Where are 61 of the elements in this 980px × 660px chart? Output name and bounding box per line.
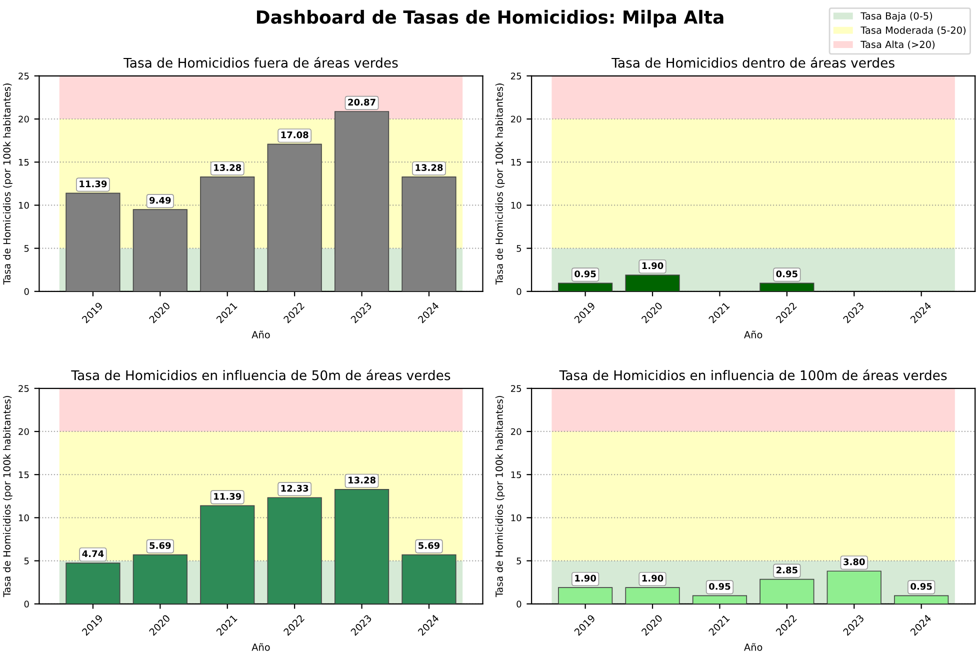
x-axis-title: Año	[252, 330, 270, 338]
y-tick-label: 0	[516, 288, 522, 295]
y-tick-label: 25	[510, 72, 522, 80]
y-tick-label: 5	[24, 558, 29, 564]
data-label: 0.95	[910, 582, 932, 590]
data-label: 3.80	[844, 558, 865, 566]
y-tick-label: 20	[18, 428, 29, 436]
y-tick-label: 15	[18, 471, 29, 478]
data-label: 1.90	[575, 574, 596, 582]
y-tick-label: 25	[510, 385, 522, 392]
data-label: 11.39	[214, 492, 242, 500]
data-label: 13.28	[348, 476, 376, 484]
x-axis-title: Año	[744, 643, 762, 651]
data-label: 5.69	[150, 542, 171, 549]
chart-title: Tasa de Homicidios fuera de áreas verdes	[123, 57, 398, 68]
legend-label: Tasa Alta (>20)	[860, 40, 935, 50]
y-tick-label: 10	[511, 514, 522, 522]
y-tick-label: 20	[510, 116, 522, 123]
y-tick-label: 15	[18, 158, 29, 166]
y-tick-label: 5	[516, 558, 522, 564]
data-label: 20.87	[348, 98, 376, 106]
data-label: 5.69	[418, 542, 440, 549]
y-axis-title: Tasa de Homicidios (por 100k habitantes)	[3, 396, 12, 598]
y-axis-title: Tasa de Homicidios (por 100k habitantes)	[3, 84, 12, 285]
legend-label: Tasa Baja (0-5)	[860, 12, 932, 22]
data-label: 12.33	[281, 484, 308, 492]
data-label: 1.90	[642, 574, 664, 582]
y-tick-label: 20	[510, 428, 522, 436]
data-label: 4.74	[82, 550, 104, 557]
y-tick-label: 0	[24, 600, 29, 608]
y-tick-label: 5	[24, 245, 29, 252]
y-axis-title: Tasa de Homicidios (por 100k habitantes)	[495, 396, 505, 598]
data-label: 13.28	[214, 164, 242, 172]
y-tick-label: 0	[24, 288, 29, 295]
data-label: 0.95	[709, 582, 730, 590]
y-tick-label: 10	[18, 202, 29, 209]
data-label: 0.95	[776, 270, 798, 278]
y-tick-label: 20	[18, 116, 29, 123]
y-tick-label: 15	[511, 471, 522, 478]
data-label: 17.08	[281, 131, 308, 138]
data-label: 0.95	[574, 270, 596, 278]
legend-label: Tasa Moderada (5-20)	[860, 26, 966, 35]
data-label: 1.90	[642, 262, 664, 270]
x-axis-title: Año	[744, 330, 762, 338]
y-tick-label: 10	[18, 514, 29, 522]
y-axis-title: Tasa de Homicidios (por 100k habitantes)	[495, 84, 505, 285]
y-tick-label: 15	[511, 158, 522, 166]
data-label: 11.39	[80, 180, 107, 188]
data-label: 2.85	[776, 566, 798, 574]
data-label: 9.49	[150, 196, 171, 204]
chart-title: Tasa de Homicidios en influencia de 50m de áreas verdes	[71, 370, 450, 380]
y-tick-label: 10	[511, 202, 522, 209]
text: Dashboard de Tasas de Homicidios: Milpa Alta	[256, 10, 724, 28]
y-tick-label: 5	[516, 245, 522, 252]
data-label: 13.28	[416, 164, 443, 172]
y-tick-label: 25	[18, 385, 29, 392]
y-tick-label: 25	[18, 72, 29, 80]
chart-title: Tasa de Homicidios dentro de áreas verdes	[612, 57, 894, 68]
chart-title: Tasa de Homicidios en influencia de 100m de áreas verdes	[559, 370, 947, 380]
y-tick-label: 0	[516, 600, 522, 608]
x-axis-title: Año	[252, 643, 270, 651]
